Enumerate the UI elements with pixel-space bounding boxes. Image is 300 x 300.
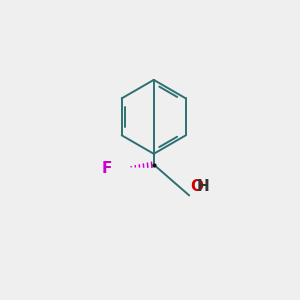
Text: O: O	[190, 179, 203, 194]
Text: H: H	[197, 179, 210, 194]
Text: F: F	[102, 161, 112, 176]
